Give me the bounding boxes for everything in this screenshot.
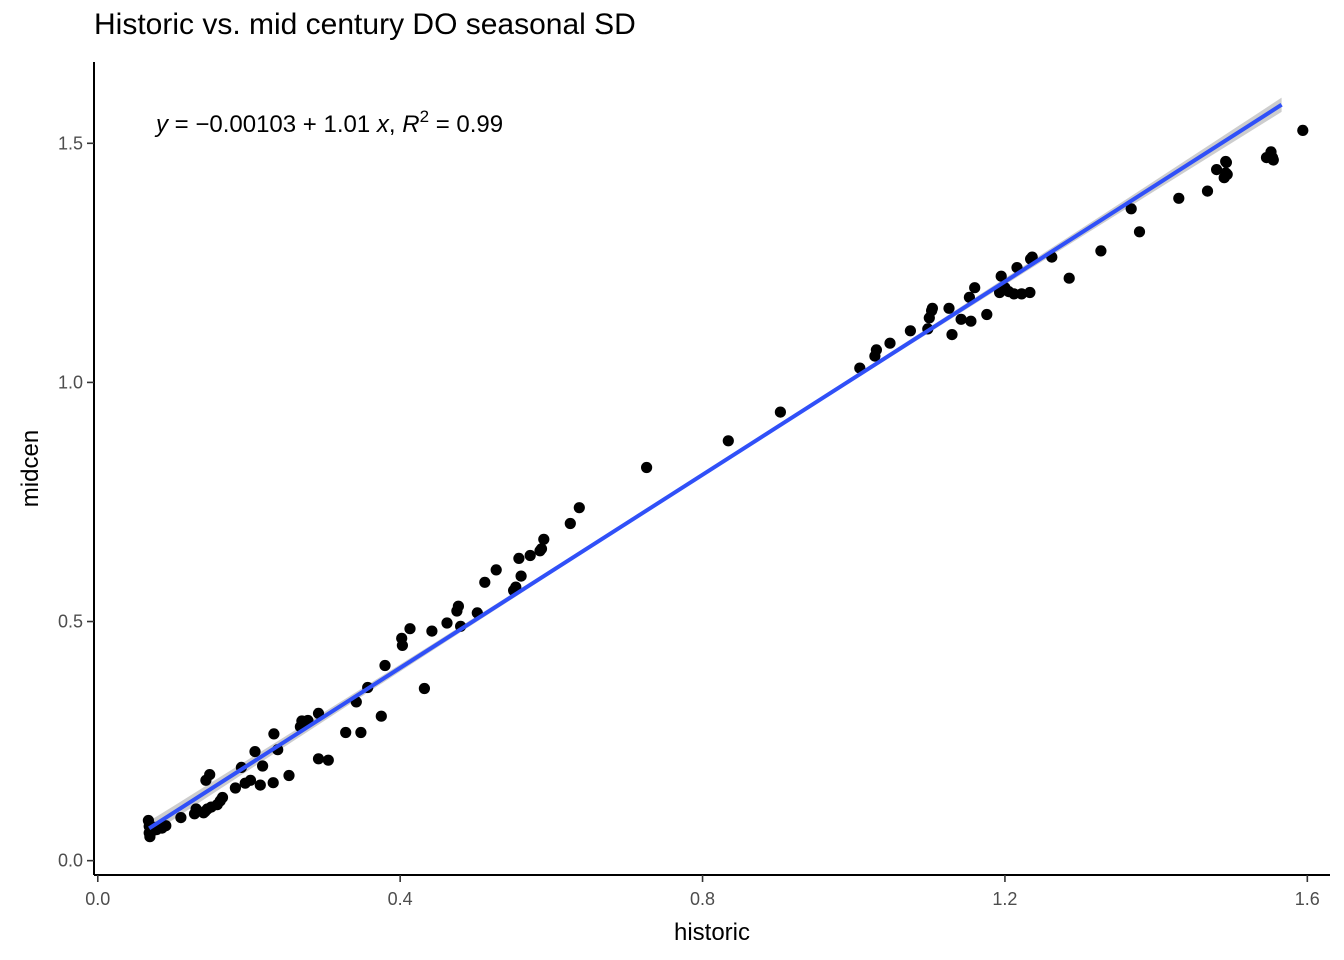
data-point (564, 517, 576, 530)
data-point (884, 337, 896, 349)
equation-slope: 1.01 (324, 111, 371, 138)
data-point (1133, 226, 1146, 238)
data-point (404, 623, 416, 635)
data-point (204, 769, 216, 781)
x-axis-title: historic (674, 919, 750, 946)
data-point (870, 344, 883, 356)
data-point (538, 533, 550, 545)
data-point (312, 753, 325, 765)
equation-r-exponent: 2 (420, 107, 429, 126)
data-point (1221, 168, 1233, 180)
data-point (216, 791, 229, 804)
equation-intercept: −0.00103 (195, 111, 296, 138)
data-point (175, 812, 187, 824)
data-point (774, 406, 787, 418)
data-point (965, 315, 977, 327)
data-point (268, 728, 280, 740)
data-point (513, 552, 525, 565)
data-point (322, 754, 334, 766)
y-tick-label: 0.5 (58, 612, 83, 632)
data-point (573, 502, 585, 514)
data-point (1024, 286, 1036, 299)
data-point (340, 726, 352, 739)
regression-line (148, 103, 1283, 830)
data-point (452, 600, 464, 612)
data-point (535, 543, 548, 555)
data-point (1095, 245, 1107, 257)
data-point (1267, 154, 1279, 166)
equation-separator: , (389, 111, 402, 138)
data-point (249, 746, 261, 758)
data-point (1026, 251, 1038, 263)
data-point (1016, 288, 1028, 300)
y-tick-label: 1.5 (58, 133, 83, 153)
data-point (244, 774, 257, 786)
data-point (283, 769, 295, 782)
data-point (1173, 192, 1185, 204)
x-tick-label: 0.0 (85, 889, 110, 909)
data-point (479, 576, 491, 588)
data-point (490, 564, 502, 576)
y-tick-label: 1.0 (58, 372, 83, 392)
equation-y-var: y (154, 111, 170, 138)
data-point (946, 329, 958, 341)
data-point (267, 777, 279, 789)
data-point (722, 435, 734, 447)
x-tick-label: 1.6 (1295, 889, 1320, 909)
regression-equation: y = −0.00103 + 1.01 x, R2 = 0.99 (154, 107, 503, 138)
data-point (641, 461, 653, 474)
data-point (160, 820, 172, 832)
data-point (396, 639, 408, 652)
data-point (229, 782, 241, 794)
data-point (375, 710, 387, 722)
data-point (515, 570, 527, 582)
data-point (969, 282, 981, 294)
data-point (1125, 203, 1137, 215)
data-point (926, 302, 939, 314)
x-tick-label: 0.8 (690, 889, 715, 909)
y-tick-label: 0.0 (58, 851, 83, 871)
data-point (904, 325, 917, 337)
data-point (1201, 185, 1214, 197)
equation-plus: + (296, 111, 323, 138)
regression-line-layer (148, 103, 1283, 830)
data-point (355, 726, 367, 739)
data-point (1211, 164, 1223, 176)
data-point (1297, 124, 1309, 136)
data-point (254, 779, 266, 791)
axes-layer: 0.0 0.4 0.8 1.2 1.6 0.0 0.5 1.0 1.5 (58, 62, 1330, 909)
data-point (1063, 272, 1075, 284)
data-point (426, 625, 438, 637)
chart-title: Historic vs. mid century DO seasonal SD (94, 8, 636, 41)
y-axis-title: midcen (17, 430, 44, 507)
data-point (981, 308, 993, 321)
equation-r-value: = 0.99 (429, 111, 503, 138)
data-point (955, 313, 967, 325)
data-point (943, 302, 955, 314)
data-point (1220, 156, 1232, 168)
x-tick-label: 0.4 (388, 889, 413, 909)
data-point (441, 617, 453, 629)
equation-x-var: x (376, 111, 390, 138)
equation-eq-sign: = (168, 111, 195, 138)
data-point (257, 760, 269, 772)
data-points-layer (142, 124, 1309, 843)
data-point (524, 549, 536, 562)
data-point (418, 682, 430, 695)
data-point (379, 659, 391, 672)
x-tick-label: 1.2 (992, 889, 1017, 909)
equation-r-var: R (402, 111, 419, 138)
data-point (995, 270, 1007, 282)
